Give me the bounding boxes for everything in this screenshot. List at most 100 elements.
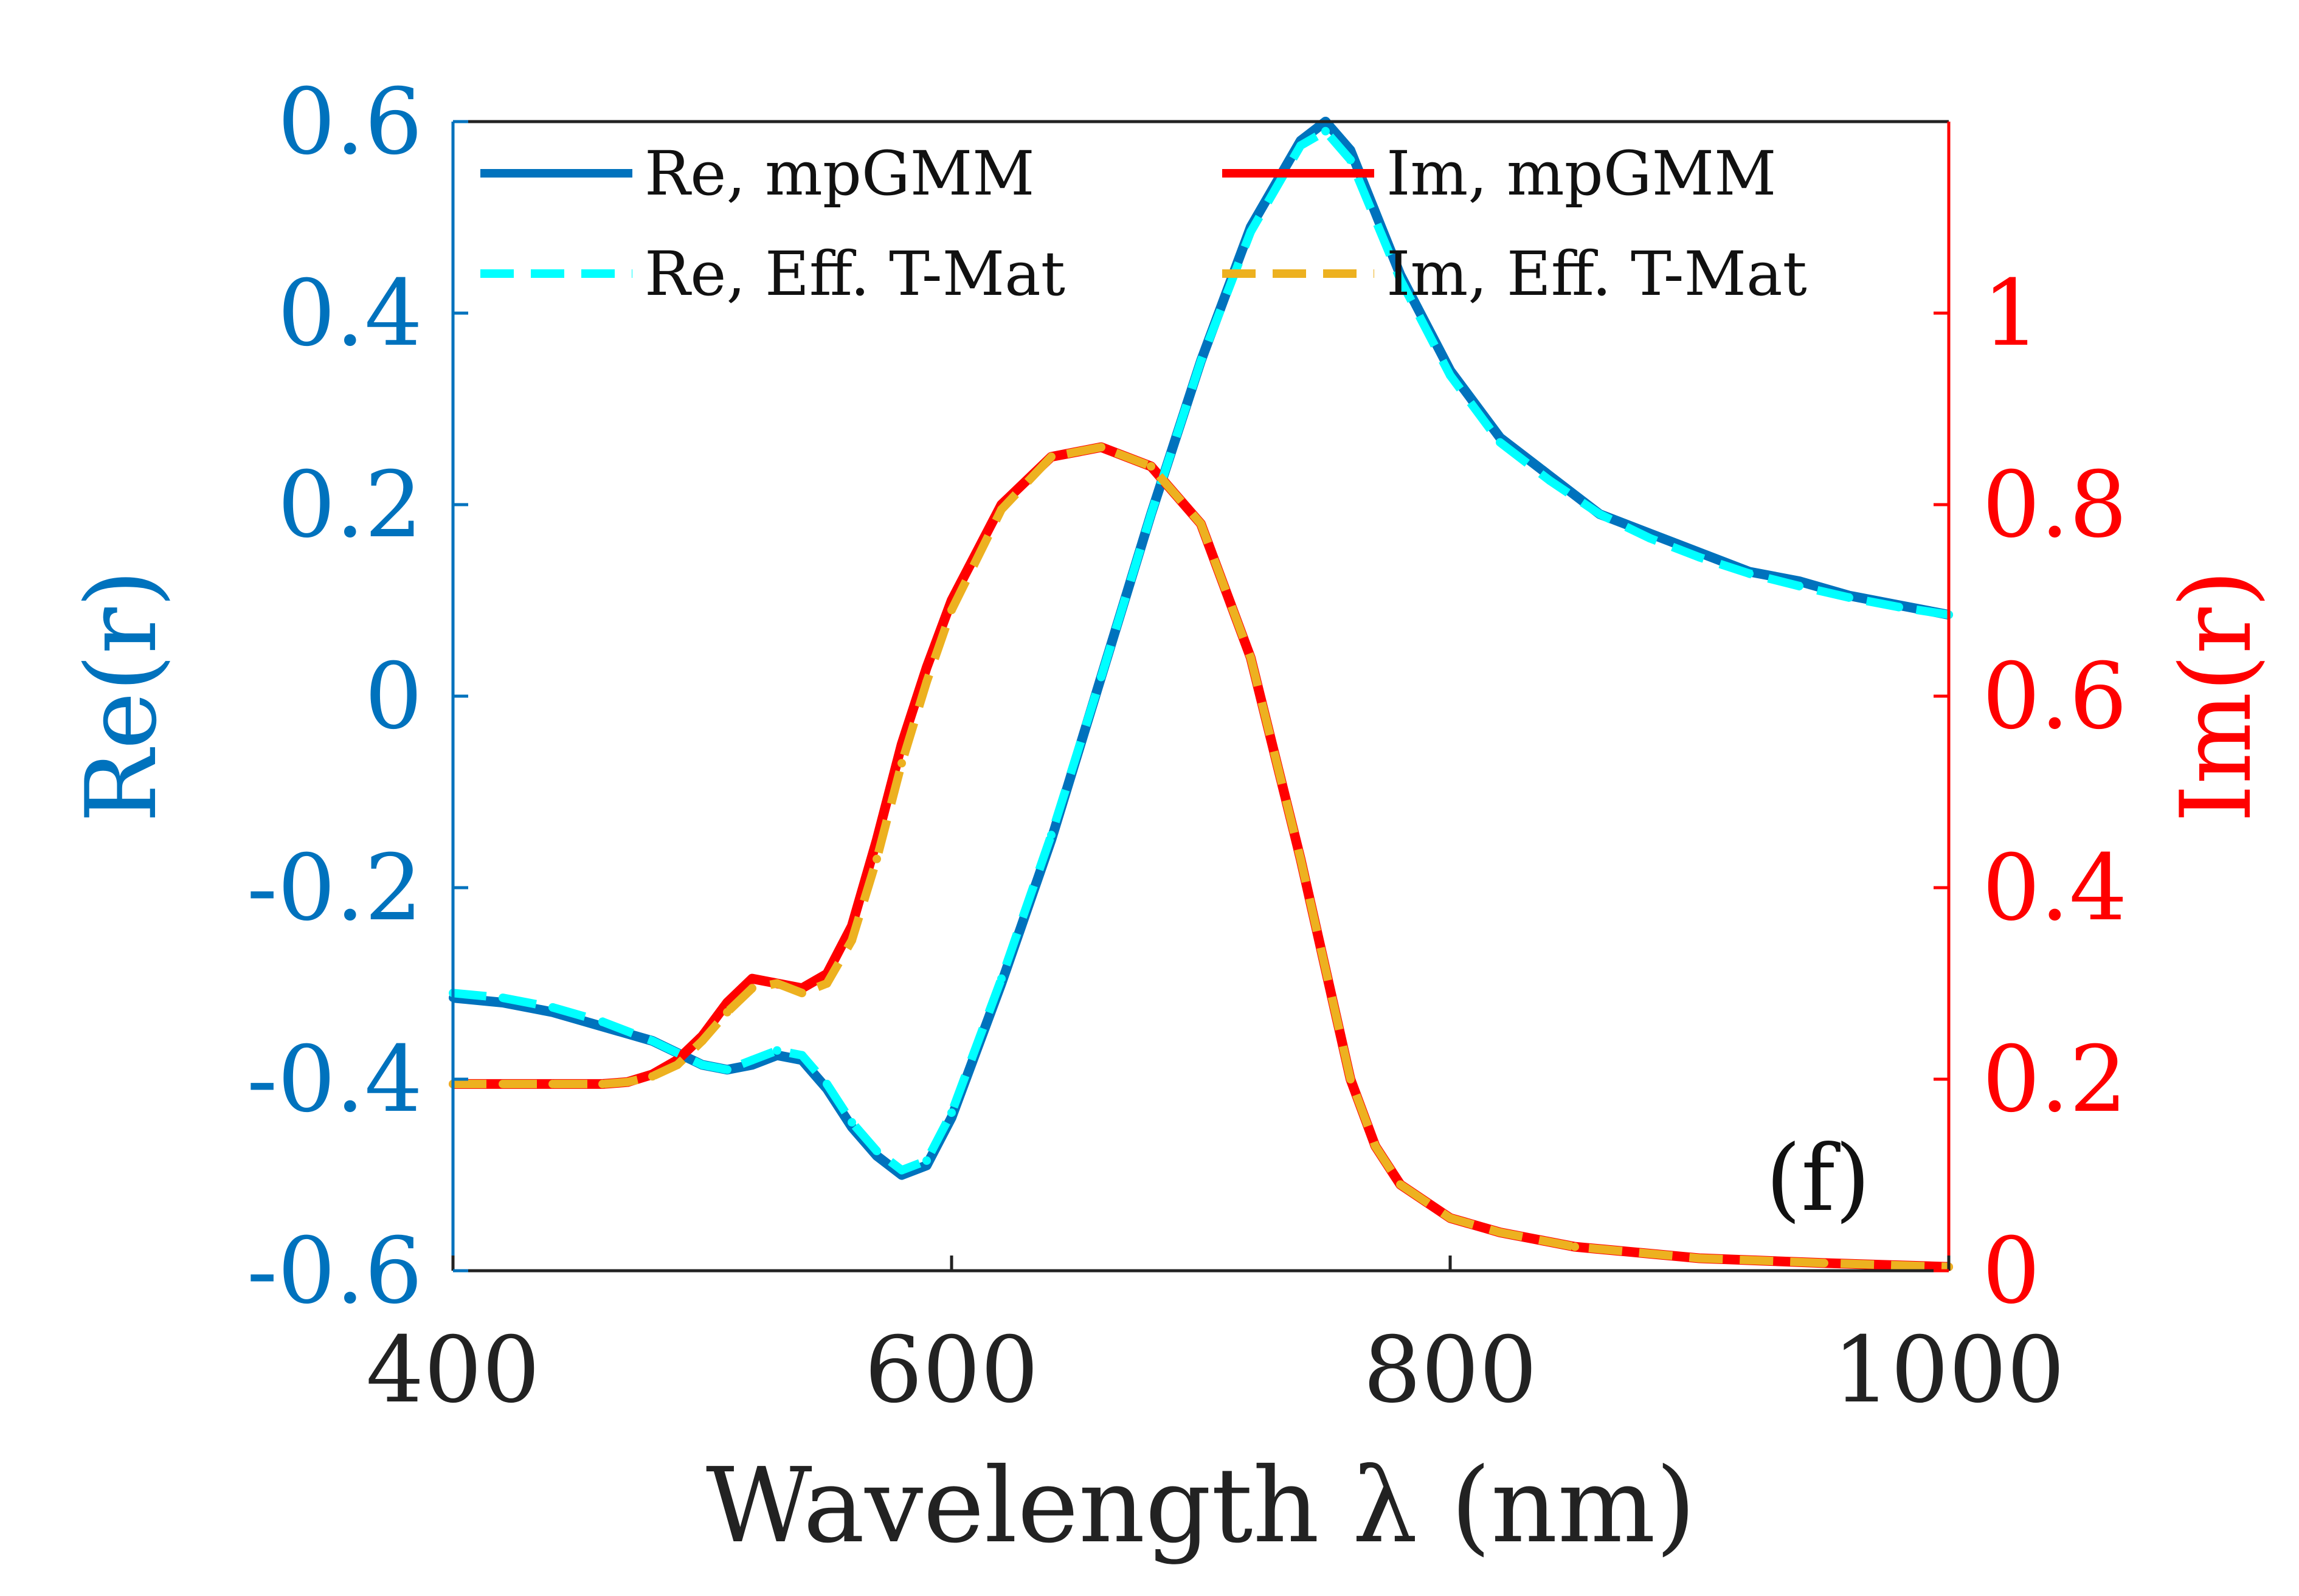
data-point-re-eff-t-mat <box>922 1156 931 1165</box>
data-point-im-eff-t-mat <box>997 505 1006 514</box>
data-point-re-eff-t-mat <box>723 1065 731 1074</box>
data-point-im-eff-t-mat <box>848 936 856 945</box>
data-point-re-eff-t-mat <box>1197 356 1205 365</box>
data-point-im-eff-t-mat <box>1097 443 1105 452</box>
data-point-im-eff-t-mat <box>1496 1228 1504 1237</box>
data-point-im-mpgmm <box>922 663 931 672</box>
data-point-re-eff-t-mat <box>1246 227 1255 237</box>
legend-label-im-mpgmm: Im, mpGMM <box>1386 138 1776 209</box>
y-left-tick-label: 0.6 <box>277 69 423 175</box>
data-point-re-eff-t-mat <box>1396 275 1405 284</box>
data-point-im-eff-t-mat <box>1147 462 1155 471</box>
data-point-im-eff-t-mat <box>1695 1254 1704 1263</box>
data-point-re-eff-t-mat <box>1446 371 1454 380</box>
y-right-tick-label: 0.6 <box>1982 644 2128 750</box>
plot-background <box>453 122 1949 1271</box>
data-point-re-eff-t-mat <box>1895 603 1903 612</box>
data-point-re-eff-t-mat <box>798 1051 806 1060</box>
x-tick-label: 1000 <box>1833 1318 2065 1423</box>
data-point-im-eff-t-mat <box>673 1060 682 1069</box>
y-left-tick-label: 0.2 <box>277 452 423 558</box>
data-point-re-eff-t-mat <box>1745 569 1754 578</box>
data-point-re-eff-t-mat <box>997 974 1006 983</box>
data-point-re-eff-t-mat <box>873 1147 881 1156</box>
y-right-tick-label: 1 <box>1982 261 2040 367</box>
data-point-re-eff-t-mat <box>499 993 507 1003</box>
data-point-im-eff-t-mat <box>773 979 781 988</box>
data-point-re-eff-t-mat <box>897 1166 906 1175</box>
data-point-re-eff-t-mat <box>848 1118 856 1127</box>
data-point-im-eff-t-mat <box>823 979 831 988</box>
y-left-tick-label: -0.2 <box>247 835 423 941</box>
data-point-im-eff-t-mat <box>723 1007 731 1017</box>
data-point-re-eff-t-mat <box>773 1046 781 1055</box>
y-left-ticks: -0.6 -0.4 -0.2 0 0.2 0.4 0.6 <box>247 69 468 1324</box>
data-point-re-eff-t-mat <box>698 1060 707 1069</box>
x-tick-label: 800 <box>1363 1318 1537 1423</box>
data-point-re-eff-t-mat <box>1097 672 1105 682</box>
data-point-re-eff-t-mat <box>1645 534 1654 543</box>
y-left-tick-label: -0.6 <box>247 1218 423 1324</box>
data-point-im-eff-t-mat <box>548 1079 557 1088</box>
data-point-im-eff-t-mat <box>947 606 956 615</box>
data-point-im-eff-t-mat <box>1047 452 1056 461</box>
data-point-re-eff-t-mat <box>1546 476 1554 485</box>
data-point-re-eff-t-mat <box>598 1017 607 1026</box>
y-right-ticks: 0 0.2 0.4 0.6 0.8 1 <box>1934 261 2128 1324</box>
data-point-im-mpgmm <box>748 974 756 983</box>
data-point-im-eff-t-mat <box>873 854 881 863</box>
data-point-im-eff-t-mat <box>748 984 756 993</box>
data-point-im-eff-t-mat <box>1396 1180 1405 1189</box>
y-left-tick-label: 0.4 <box>277 261 423 367</box>
legend-label-im-eff-t-mat: Im, Eff. T-Mat <box>1386 238 1807 309</box>
data-point-re-eff-t-mat <box>1496 438 1504 447</box>
legend-label-re-mpgmm: Re, mpGMM <box>645 138 1035 209</box>
data-point-re-eff-t-mat <box>1695 553 1704 562</box>
data-point-im-eff-t-mat <box>698 1037 707 1045</box>
legend-label-re-eff-t-mat: Re, Eff. T-Mat <box>645 238 1065 309</box>
y-right-tick-label: 0 <box>1982 1218 2040 1324</box>
plot-area <box>449 117 1953 1273</box>
x-tick-label: 400 <box>366 1318 540 1423</box>
y-left-tick-label: -0.4 <box>247 1027 423 1133</box>
data-point-im-eff-t-mat <box>1371 1142 1380 1151</box>
y-right-tick-label: 0.4 <box>1982 835 2128 941</box>
data-point-im-eff-t-mat <box>1446 1214 1454 1223</box>
data-point-re-eff-t-mat <box>1047 831 1056 840</box>
data-point-im-eff-t-mat <box>1197 519 1205 528</box>
x-ticks: 400 600 800 1000 <box>366 1256 2065 1423</box>
data-point-re-eff-t-mat <box>1845 593 1853 602</box>
data-point-im-eff-t-mat <box>897 759 906 768</box>
data-point-im-eff-t-mat <box>648 1072 657 1081</box>
legend: Re, mpGMM Im, mpGMM Re, Eff. T-Mat Im, Eff.… <box>480 138 1807 309</box>
y-right-tick-label: 0.2 <box>1982 1027 2128 1133</box>
data-point-im-eff-t-mat <box>798 989 806 998</box>
data-point-im-eff-t-mat <box>499 1079 507 1088</box>
data-point-im-eff-t-mat <box>1296 854 1305 863</box>
data-point-re-eff-t-mat <box>548 1003 557 1012</box>
y-left-axis-title: Re(r) <box>64 570 178 823</box>
data-point-im-eff-t-mat <box>1820 1259 1828 1268</box>
y-left-tick-label: 0 <box>365 644 423 750</box>
y-right-axis-title: Im(r) <box>2159 570 2273 823</box>
y-right-tick-label: 0.8 <box>1982 452 2128 558</box>
series-layer <box>449 117 1953 1272</box>
data-point-re-eff-t-mat <box>947 1108 956 1118</box>
data-point-im-eff-t-mat <box>1346 1075 1355 1083</box>
data-point-re-eff-t-mat <box>1595 510 1604 519</box>
data-point-im-eff-t-mat <box>1571 1242 1579 1251</box>
series-line-im-eff-t-mat <box>453 443 1949 1271</box>
data-point-re-eff-t-mat <box>1321 126 1330 136</box>
data-point-re-eff-t-mat <box>1296 141 1305 150</box>
data-point-im-eff-t-mat <box>623 1077 632 1086</box>
data-point-im-eff-t-mat <box>922 677 931 686</box>
data-point-re-eff-t-mat <box>648 1037 657 1045</box>
panel-label: (f) <box>1766 1126 1871 1232</box>
data-point-im-eff-t-mat <box>598 1079 607 1088</box>
data-point-re-eff-t-mat <box>1795 581 1803 590</box>
x-tick-label: 600 <box>865 1318 1039 1423</box>
data-point-re-eff-t-mat <box>823 1079 831 1088</box>
data-point-re-eff-t-mat <box>1147 510 1155 519</box>
data-point-re-eff-t-mat <box>1346 156 1355 164</box>
